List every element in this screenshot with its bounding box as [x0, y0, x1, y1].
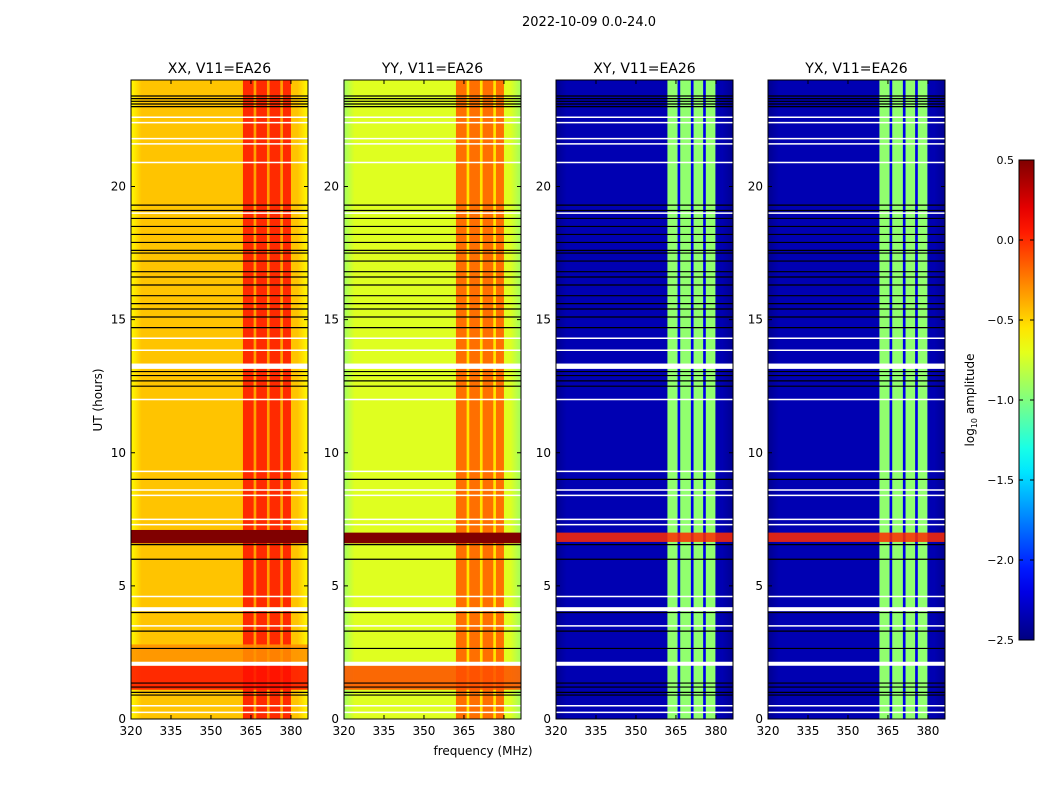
axes-frame — [343, 79, 522, 720]
x-tick-label: 365 — [240, 724, 263, 738]
panel-3: YX, V11=EA26 320 335 350 365 380 0 5 10 15 20 — [748, 61, 946, 738]
panel-title: XY, V11=EA26 — [593, 61, 695, 77]
y-tick-label: 5 — [118, 579, 126, 593]
y-tick-label: 5 — [755, 579, 763, 593]
flagged-band — [131, 363, 308, 369]
y-tick-label: 5 — [543, 579, 551, 593]
axes-frame — [767, 79, 946, 720]
colorbar-tick-label: −2.5 — [987, 634, 1014, 647]
flagged-band — [556, 607, 733, 612]
colorbar-tick-label: −1.0 — [987, 394, 1014, 407]
y-tick-label: 0 — [118, 712, 126, 726]
axes-frame — [130, 79, 309, 720]
x-tick-label: 320 — [757, 724, 780, 738]
colorbar-tick-label: −0.5 — [987, 314, 1014, 327]
y-tick-label: 20 — [324, 180, 339, 194]
flagged-band — [556, 661, 733, 666]
x-axis-label: frequency (MHz) — [433, 744, 532, 758]
y-tick-label: 5 — [331, 579, 339, 593]
y-tick-label: 10 — [324, 446, 339, 460]
x-tick-label: 335 — [585, 724, 608, 738]
time-segment — [344, 665, 521, 690]
x-tick-label: 365 — [665, 724, 688, 738]
y-tick-label: 15 — [748, 313, 763, 327]
x-tick-label: 320 — [120, 724, 143, 738]
figure-title: 2022-10-09 0.0-24.0 — [522, 15, 656, 30]
x-tick-label: 380 — [492, 724, 515, 738]
panel-2: XY, V11=EA26 320 335 350 365 380 0 5 10 15 20 — [536, 61, 734, 738]
y-tick-label: 0 — [331, 712, 339, 726]
y-tick-label: 15 — [324, 313, 339, 327]
flagged-band — [556, 363, 733, 369]
x-tick-label: 380 — [704, 724, 727, 738]
x-tick-label: 350 — [837, 724, 860, 738]
y-tick-label: 0 — [543, 712, 551, 726]
y-tick-label: 15 — [536, 313, 551, 327]
panel-title: XX, V11=EA26 — [168, 61, 272, 77]
x-tick-label: 320 — [545, 724, 568, 738]
x-tick-label: 335 — [373, 724, 396, 738]
x-tick-label: 320 — [333, 724, 356, 738]
y-tick-label: 20 — [748, 180, 763, 194]
x-tick-label: 350 — [625, 724, 648, 738]
x-tick-label: 350 — [200, 724, 223, 738]
y-tick-label: 15 — [111, 313, 126, 327]
x-tick-label: 365 — [453, 724, 476, 738]
time-segment — [131, 529, 308, 544]
colorbar-tick-label: 0.5 — [997, 154, 1015, 167]
colorbar: 0.5 0.0 −0.5 −1.0 −1.5 −2.0 −2.5 — [987, 154, 1035, 647]
y-tick-label: 20 — [536, 180, 551, 194]
x-tick-label: 380 — [916, 724, 939, 738]
y-tick-label: 10 — [111, 446, 126, 460]
y-axis-label: UT (hours) — [91, 368, 105, 431]
flagged-band — [131, 607, 308, 612]
time-segment — [556, 532, 733, 542]
flagged-band — [768, 607, 945, 612]
panel-title: YX, V11=EA26 — [804, 61, 907, 77]
x-tick-label: 350 — [413, 724, 436, 738]
x-tick-label: 380 — [279, 724, 302, 738]
colorbar-tick-label: 0.0 — [997, 234, 1015, 247]
time-segment — [344, 532, 521, 544]
flagged-band — [344, 661, 521, 666]
panel-0: XX, V11=EA26 320 335 350 365 380 0 5 10 15 20 — [111, 61, 309, 738]
colorbar-tick-label: −2.0 — [987, 554, 1014, 567]
y-tick-label: 20 — [111, 180, 126, 194]
axes-frame — [555, 79, 734, 720]
time-segment — [131, 644, 308, 662]
flagged-band — [344, 363, 521, 369]
y-tick-label: 0 — [755, 712, 763, 726]
y-tick-label: 10 — [748, 446, 763, 460]
x-tick-label: 335 — [797, 724, 820, 738]
colorbar-tick-label: −1.5 — [987, 474, 1014, 487]
flagged-band — [131, 661, 308, 666]
time-segment — [131, 665, 308, 690]
panel-title: YY, V11=EA26 — [381, 61, 483, 77]
colorbar-label: log10 amplitude — [963, 354, 979, 447]
y-tick-label: 10 — [536, 446, 551, 460]
flagged-band — [768, 661, 945, 666]
flagged-band — [768, 363, 945, 369]
time-segment — [768, 532, 945, 542]
panel-1: YY, V11=EA26 320 335 350 365 380 0 5 10 15 20 — [324, 61, 522, 738]
x-tick-label: 365 — [877, 724, 900, 738]
x-tick-label: 335 — [160, 724, 183, 738]
flagged-band — [344, 607, 521, 612]
